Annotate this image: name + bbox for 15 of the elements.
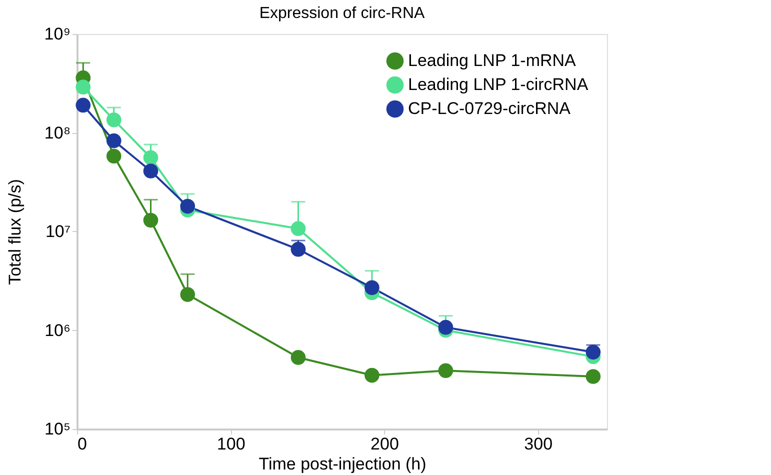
x-tick-label: 300 (524, 434, 553, 454)
x-axis-title: Time post-injection (h) (258, 454, 426, 474)
y-tick-label: 10⁹ (44, 24, 70, 44)
y-tick-label: 10⁶ (44, 320, 70, 340)
chart-title: Expression of circ-RNA (259, 5, 426, 22)
legend-label: Leading LNP 1-mRNA (408, 51, 577, 70)
y-tick-label: 10⁵ (44, 420, 70, 438)
legend-label: CP-LC-0729-circRNA (408, 99, 572, 118)
x-tick-label: 0 (78, 434, 87, 454)
y-axis-title: Total flux (p/s) (5, 179, 24, 285)
x-tick-label: 100 (216, 434, 246, 454)
legend-label: Leading LNP 1-circRNA (408, 75, 589, 94)
x-tick-label: 200 (370, 434, 399, 454)
y-tick-label: 10⁷ (45, 222, 70, 241)
y-tick-label: 10⁸ (44, 123, 70, 142)
